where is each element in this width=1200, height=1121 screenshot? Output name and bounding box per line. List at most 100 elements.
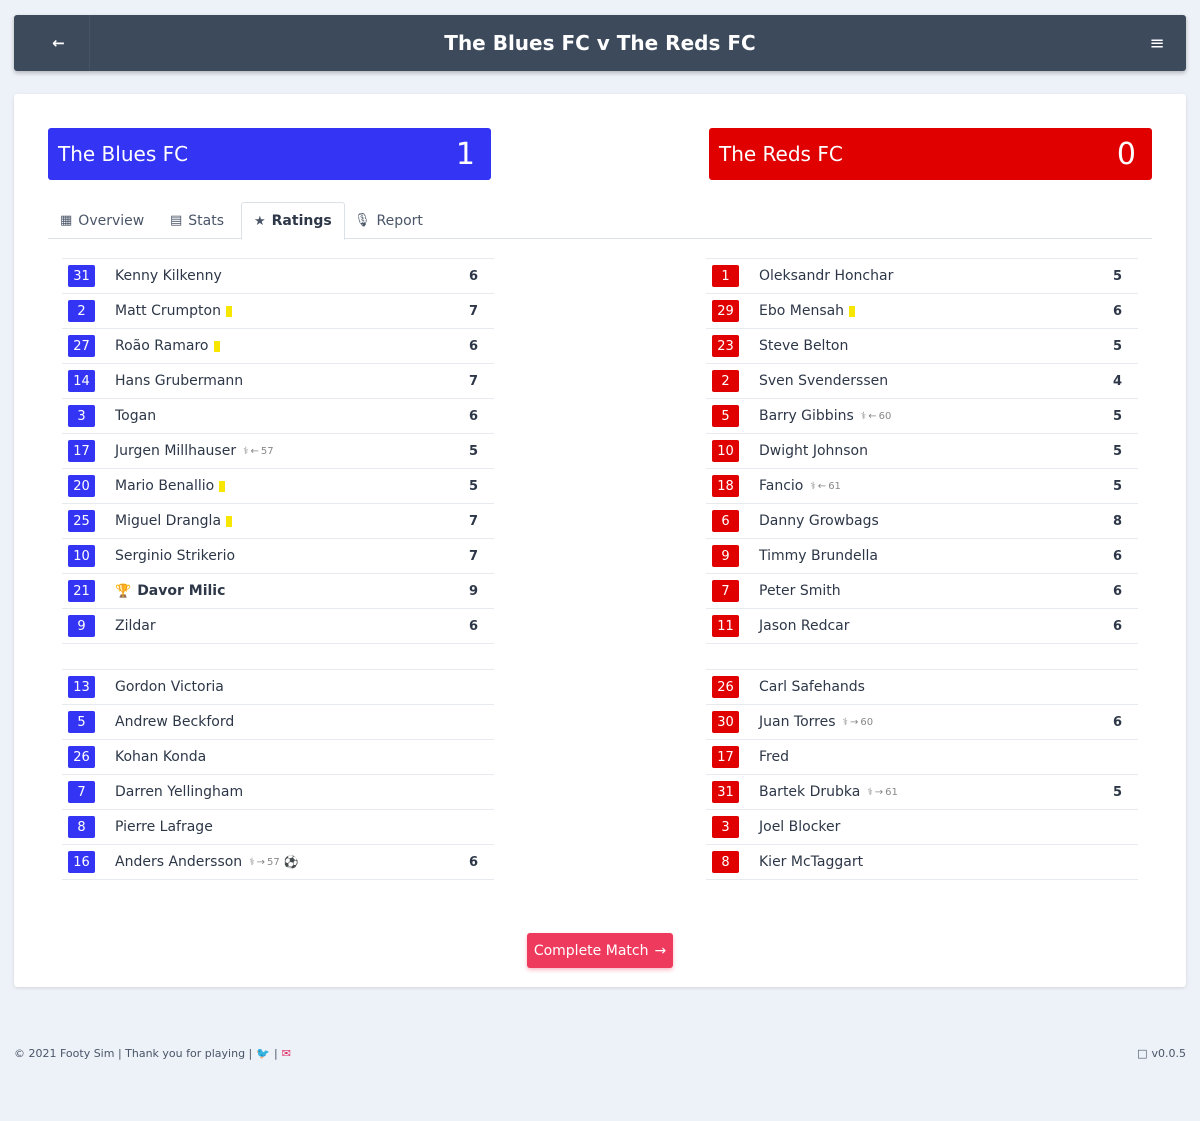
shirt-number: 3 — [68, 405, 95, 427]
home-ratings: 31 Kenny Kilkenny 6 2 Matt Crumpton 7 27 Roão R… — [62, 258, 494, 880]
menu-button[interactable]: ≡ — [1128, 15, 1186, 71]
player-name: Juan Torres — [759, 714, 836, 730]
player-name-cell: 🏆 Davor Milic — [115, 583, 225, 599]
tab-report[interactable]: 🎙 Report — [342, 202, 435, 239]
player-name: Oleksandr Honchar — [759, 268, 894, 284]
player-rating: 6 — [1112, 583, 1122, 599]
tab-label: Report — [376, 212, 423, 229]
calendar-icon: □ — [1137, 1047, 1148, 1060]
player-row: 9 Zildar 6 — [62, 608, 494, 643]
player-name: Roão Ramaro — [115, 338, 209, 354]
yellow-card-icon — [213, 340, 220, 352]
player-rating: 7 — [468, 513, 478, 529]
complete-match-button[interactable]: Complete Match → — [527, 933, 673, 968]
player-name: Steve Belton — [759, 338, 849, 354]
player-name-cell: Anders Andersson ⚕ → 57 ⚽ — [115, 854, 299, 870]
player-name: Sven Svenderssen — [759, 373, 889, 389]
player-name: Andrew Beckford — [115, 714, 235, 730]
player-name-cell: Fancio ⚕ ← 61 — [759, 478, 841, 494]
player-row: 13 Gordon Victoria — [62, 669, 494, 704]
arrow-right-icon: → — [654, 942, 667, 959]
trophy-icon: 🏆 — [115, 583, 132, 599]
shirt-number: 29 — [712, 300, 739, 322]
player-rating: 6 — [1112, 714, 1122, 730]
substitution-icon: ⚕ — [860, 410, 867, 422]
shirt-number: 27 — [68, 335, 95, 357]
shirt-number: 21 — [68, 580, 95, 602]
tab-ratings[interactable]: ★ Ratings — [241, 202, 345, 240]
player-row: 5 Barry Gibbins ⚕ ← 60 5 — [706, 398, 1138, 433]
player-row: 29 Ebo Mensah 6 — [706, 293, 1138, 328]
player-rating: 6 — [1112, 303, 1122, 319]
player-row: 20 Mario Benallio 5 — [62, 468, 494, 503]
tab-overview[interactable]: ▦ Overview — [48, 202, 156, 239]
player-row: 31 Kenny Kilkenny 6 — [62, 258, 494, 293]
player-row: 2 Matt Crumpton 7 — [62, 293, 494, 328]
player-rating: 6 — [468, 268, 478, 284]
back-button[interactable]: ← — [28, 15, 90, 71]
shirt-number: 10 — [712, 440, 739, 462]
player-name-cell: Roão Ramaro — [115, 338, 220, 354]
player-name: Matt Crumpton — [115, 303, 221, 319]
player-rating: 6 — [468, 338, 478, 354]
yellow-card-icon — [219, 480, 226, 492]
away-bench-list: 26 Carl Safehands 30 Juan Torres ⚕ → 60 6 17 Fred… — [706, 669, 1138, 880]
player-row: 17 Fred — [706, 739, 1138, 774]
player-row: 8 Kier McTaggart — [706, 844, 1138, 879]
player-row: 10 Serginio Strikerio 7 — [62, 538, 494, 573]
football-icon: ⚽ — [283, 855, 299, 869]
substitution-minute: 61 — [885, 786, 898, 798]
presentation-chart-icon: ▤ — [170, 213, 183, 228]
shirt-number: 26 — [712, 676, 739, 698]
mail-icon[interactable]: ✉ — [281, 1047, 291, 1060]
footer-text: © 2021 Footy Sim | Thank you for playing… — [14, 1047, 253, 1060]
player-name-cell: Matt Crumpton — [115, 303, 232, 319]
player-name: Darren Yellingham — [115, 784, 244, 800]
yellow-card-icon — [849, 305, 856, 317]
arrow-left-icon: ← — [52, 34, 65, 52]
shirt-number: 7 — [68, 781, 95, 803]
player-rating: 5 — [1112, 443, 1122, 459]
twitter-icon[interactable]: 🐦 — [256, 1047, 270, 1060]
player-row: 26 Carl Safehands — [706, 669, 1138, 704]
away-team-goals: 0 — [1116, 136, 1136, 172]
player-rating: 7 — [468, 303, 478, 319]
substitution-icon: ⚕ — [867, 786, 873, 798]
player-name-cell: Kier McTaggart — [759, 854, 863, 870]
player-name-cell: Timmy Brundella — [759, 548, 878, 564]
player-name-cell: Danny Growbags — [759, 513, 879, 529]
yellow-card-icon — [225, 305, 232, 317]
player-name-cell: Juan Torres ⚕ → 60 — [759, 714, 873, 730]
player-rating: 4 — [1112, 373, 1122, 389]
shirt-number: 16 — [68, 851, 95, 873]
player-name: Kenny Kilkenny — [115, 268, 222, 284]
shirt-number: 20 — [68, 475, 95, 497]
player-rating: 6 — [468, 618, 478, 634]
player-name-cell: Miguel Drangla — [115, 513, 233, 529]
player-name-cell: Ebo Mensah — [759, 303, 856, 319]
shirt-number: 7 — [712, 580, 739, 602]
player-name-cell: Fred — [759, 749, 789, 765]
player-name-cell: Pierre Lafrage — [115, 819, 213, 835]
footer-right: □ v0.0.5 — [1137, 1047, 1186, 1060]
player-name-cell: Kenny Kilkenny — [115, 268, 222, 284]
page-title: The Blues FC v The Reds FC — [444, 31, 756, 55]
shirt-number: 3 — [712, 816, 739, 838]
substitution-minute: 57 — [267, 856, 280, 868]
microphone-icon: 🎙 — [354, 213, 371, 228]
player-name: Peter Smith — [759, 583, 841, 599]
player-name: Fred — [759, 749, 789, 765]
player-row: 17 Jurgen Millhauser ⚕ ← 57 5 — [62, 433, 494, 468]
shirt-number: 14 — [68, 370, 95, 392]
player-rating: 6 — [468, 854, 478, 870]
player-name-cell: Darren Yellingham — [115, 784, 243, 800]
player-row: 16 Anders Andersson ⚕ → 57 ⚽ 6 — [62, 844, 494, 879]
substitution-indicator: ⚕ ← 57 — [243, 446, 274, 457]
player-name: Zildar — [115, 618, 156, 634]
tab-stats[interactable]: ▤ Stats — [158, 202, 236, 239]
player-name: Bartek Drubka — [759, 784, 861, 800]
complete-match-label: Complete Match — [533, 942, 649, 959]
player-name: Jason Redcar — [759, 618, 850, 634]
home-team-name: The Blues FC — [58, 142, 189, 166]
player-row: 23 Steve Belton 5 — [706, 328, 1138, 363]
